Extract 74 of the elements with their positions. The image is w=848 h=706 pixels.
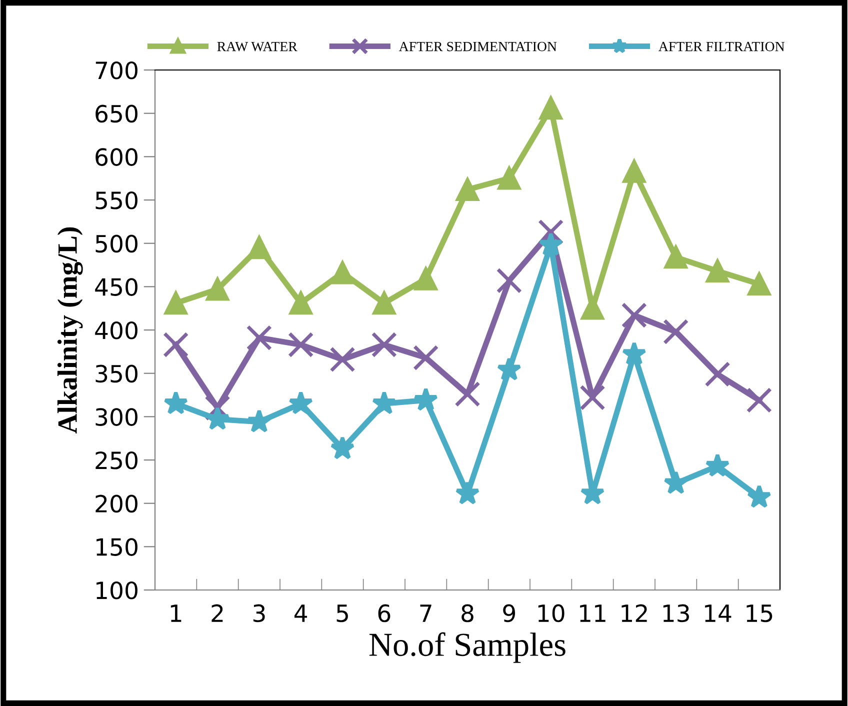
x-tick-label: 13: [663, 604, 689, 622]
y-tick-label: 300: [96, 408, 138, 426]
point: [330, 346, 356, 372]
legend-label: AFTER FILTRATION: [658, 42, 785, 52]
point: [162, 332, 189, 358]
point: [664, 246, 688, 269]
x-tick-label: 2: [212, 604, 223, 622]
legend-label: AFTER SEDIMENTATION: [398, 42, 557, 52]
y-tick-label: 350: [96, 364, 138, 383]
point: [455, 480, 480, 505]
point: [539, 96, 562, 120]
x-tick-label: 10: [538, 604, 564, 622]
point: [496, 268, 522, 294]
y-tick-label: 250: [96, 451, 138, 470]
point: [580, 384, 606, 410]
point: [621, 302, 648, 328]
point: [746, 484, 772, 508]
y-tick-label: 200: [96, 494, 138, 513]
point: [164, 292, 188, 315]
x-tick-label: 7: [420, 604, 432, 622]
point: [456, 178, 479, 202]
point: [538, 219, 564, 245]
point: [414, 267, 438, 290]
point: [331, 261, 354, 284]
x-tick-label: 1: [170, 604, 182, 622]
point: [248, 236, 271, 260]
point: [246, 409, 272, 433]
point: [205, 406, 230, 430]
point: [622, 341, 646, 365]
y-tick-label: 650: [96, 104, 138, 123]
point: [206, 278, 229, 301]
point: [289, 292, 312, 315]
x-tick-label: 9: [503, 604, 516, 622]
x-tick-label: 8: [462, 604, 474, 622]
y-axis-title: Alkalinity (mg/L): [57, 227, 83, 434]
point: [288, 390, 314, 414]
point: [454, 381, 480, 407]
y-tick-label: 700: [96, 61, 138, 80]
point: [498, 166, 521, 190]
point: [288, 332, 314, 358]
x-tick-label: 14: [705, 604, 732, 622]
point: [746, 387, 772, 414]
x-axis-title: No.of Samples: [369, 632, 566, 663]
y-tick-label: 600: [96, 148, 138, 166]
y-tick-label: 500: [96, 234, 138, 253]
y-tick-label: 550: [96, 191, 138, 210]
x-tick-label: 4: [294, 604, 308, 622]
point: [372, 390, 396, 414]
point: [330, 436, 355, 460]
y-tick-label: 400: [95, 321, 138, 340]
x-tick-label: 5: [336, 604, 348, 622]
point: [246, 324, 272, 351]
point: [414, 387, 438, 411]
point: [371, 332, 398, 358]
point: [622, 160, 646, 183]
x-tick-label: 12: [622, 604, 647, 622]
point: [412, 344, 439, 371]
point: [705, 453, 730, 477]
y-tick-label: 450: [95, 278, 138, 296]
point: [664, 470, 688, 494]
point: [662, 318, 689, 345]
point: [372, 292, 396, 315]
x-tick-label: 3: [253, 604, 265, 622]
y-tick-label: 150: [96, 538, 138, 556]
point: [538, 232, 564, 256]
legend-label: RAW WATER: [217, 42, 298, 52]
x-tick-label: 15: [746, 604, 772, 622]
point: [704, 361, 730, 388]
x-tick-label: 11: [580, 604, 606, 622]
x-tick-label: 6: [378, 604, 390, 622]
point: [164, 390, 188, 414]
point: [496, 357, 522, 381]
point: [581, 296, 604, 320]
y-tick-label: 100: [96, 581, 138, 600]
